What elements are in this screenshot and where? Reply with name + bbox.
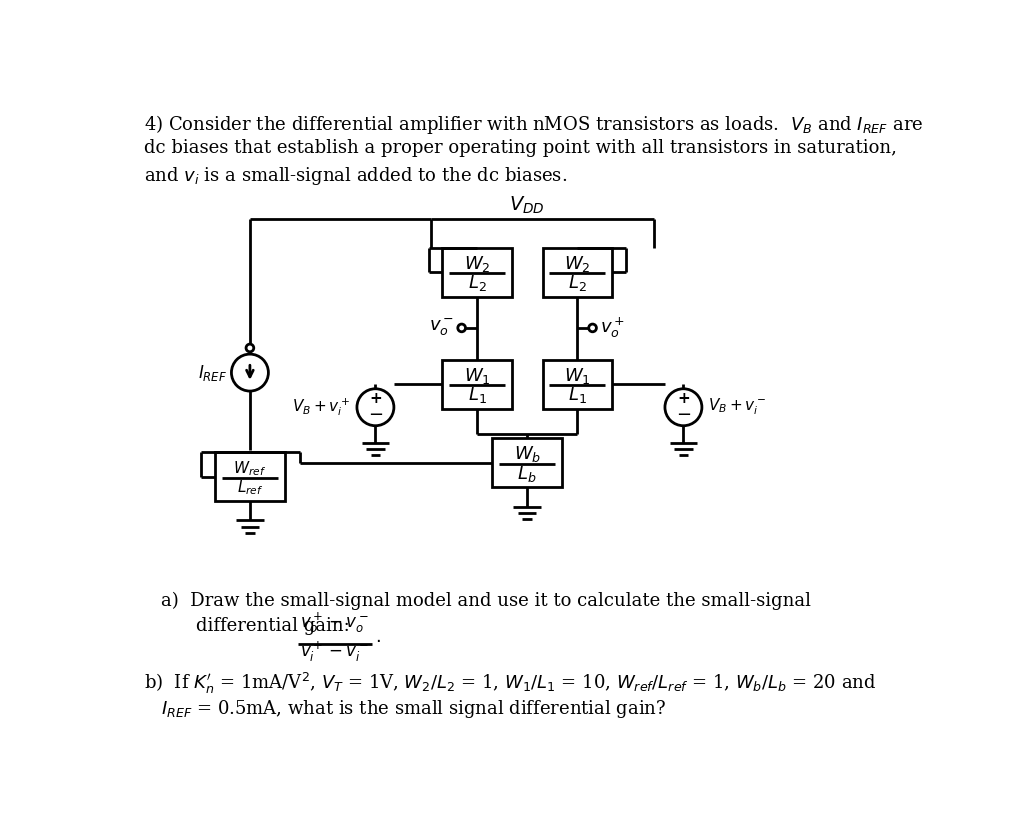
Text: b)  If $K_n'$ = 1mA/V$^2$, $V_T$ = 1V, $W_2/L_2$ = 1, $W_1/L_1$ = 10, $W_{ref}/L: b) If $K_n'$ = 1mA/V$^2$, $V_T$ = 1V, $W… <box>144 672 877 696</box>
Text: $L_b$: $L_b$ <box>517 463 537 484</box>
Text: $v_o^+$: $v_o^+$ <box>600 316 626 340</box>
Text: $W_{ref}$: $W_{ref}$ <box>233 459 266 477</box>
Text: +: + <box>369 391 382 406</box>
Circle shape <box>246 344 254 351</box>
Circle shape <box>589 324 596 332</box>
Text: $v_o^-$: $v_o^-$ <box>429 318 454 338</box>
Text: $W_2$: $W_2$ <box>464 254 490 274</box>
Text: 4) Consider the differential amplifier with nMOS transistors as loads.  $V_B$ an: 4) Consider the differential amplifier w… <box>144 113 924 136</box>
Text: differential gain:: differential gain: <box>196 617 361 634</box>
Text: $L_2$: $L_2$ <box>468 274 486 294</box>
Text: −: − <box>368 405 383 423</box>
Text: $L_1$: $L_1$ <box>468 385 486 405</box>
Text: $L_2$: $L_2$ <box>567 274 587 294</box>
Bar <box>215 452 285 501</box>
Text: $V_{DD}$: $V_{DD}$ <box>509 195 545 216</box>
Text: $V_B + v_i^+$: $V_B + v_i^+$ <box>292 396 351 418</box>
Bar <box>543 360 611 409</box>
Bar <box>543 248 611 297</box>
Text: dc biases that establish a proper operating point with all transistors in satura: dc biases that establish a proper operat… <box>144 139 897 157</box>
Circle shape <box>458 324 466 332</box>
Bar <box>442 248 512 297</box>
Text: $I_{REF}$ = 0.5mA, what is the small signal differential gain?: $I_{REF}$ = 0.5mA, what is the small sig… <box>162 698 667 720</box>
Text: $I_{REF}$: $I_{REF}$ <box>199 362 227 383</box>
Text: −: − <box>676 405 691 423</box>
Text: $W_1$: $W_1$ <box>564 366 591 385</box>
Text: $W_b$: $W_b$ <box>513 444 541 464</box>
Bar <box>493 438 562 487</box>
Text: .: . <box>375 628 380 646</box>
Text: $v_o^+ - v_o^-$: $v_o^+ - v_o^-$ <box>300 610 370 635</box>
Text: a)  Draw the small-signal model and use it to calculate the small-signal: a) Draw the small-signal model and use i… <box>162 592 811 610</box>
Text: and $v_i$ is a small-signal added to the dc biases.: and $v_i$ is a small-signal added to the… <box>144 165 567 188</box>
Bar <box>442 360 512 409</box>
Text: $L_{ref}$: $L_{ref}$ <box>237 478 263 497</box>
Text: $V_B + v_i^-$: $V_B + v_i^-$ <box>708 397 767 418</box>
Text: +: + <box>677 391 690 406</box>
Text: $W_1$: $W_1$ <box>464 366 490 385</box>
Text: $W_2$: $W_2$ <box>564 254 591 274</box>
Text: $L_1$: $L_1$ <box>567 385 587 405</box>
Text: $v_i^+ - v_i^-$: $v_i^+ - v_i^-$ <box>300 640 370 664</box>
